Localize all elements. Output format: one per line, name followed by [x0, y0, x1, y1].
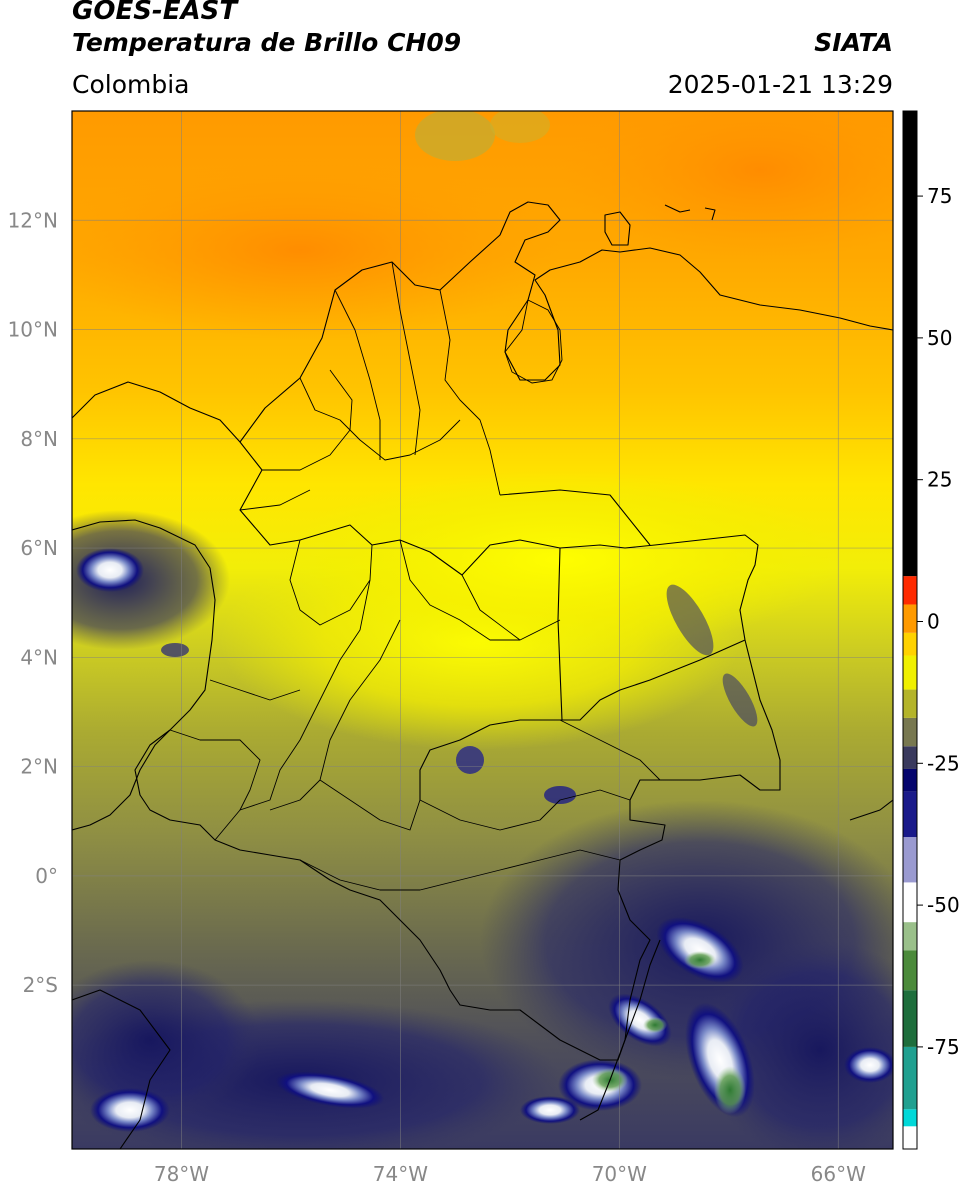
product-title: Temperatura de Brillo CH09: [72, 28, 462, 57]
colorbar-segment: [903, 791, 917, 838]
colorbar-segment: [903, 768, 917, 792]
colorbar-segment: [903, 746, 917, 769]
datetime-label: 2025-01-21 13:29: [667, 70, 893, 99]
satellite-title: GOES-EAST: [72, 0, 238, 26]
caribbean-coastline: [72, 201, 893, 443]
department-border: [214, 579, 371, 841]
x-axis-ticks: 78°W 74°W 70°W 66°W: [154, 1162, 866, 1186]
y-tick-label: 12°N: [8, 208, 58, 232]
department-border: [169, 729, 261, 811]
colorbar-segment: [903, 1126, 917, 1149]
x-tick-label: 78°W: [154, 1162, 209, 1186]
colorbar-segment: [903, 717, 917, 747]
y-tick-label: 10°N: [8, 318, 58, 342]
colorbar-segment: [903, 990, 917, 1047]
colorbar-tick-label: -75: [927, 1035, 960, 1059]
colorbar-segment: [903, 604, 917, 633]
y-axis-ticks: 12°N 10°N 8°N 6°N 4°N 2°N 0° 2°S: [8, 208, 58, 997]
source-label: SIATA: [814, 28, 893, 57]
colorbar-frame: [902, 110, 918, 1150]
pacific-coastline: [72, 519, 216, 831]
colorbar-tick-label: -25: [927, 751, 960, 775]
department-border: [334, 289, 381, 460]
department-border: [262, 369, 353, 471]
colorbar-segment: [903, 922, 917, 951]
country-borders: [72, 201, 893, 1149]
colorbar-segment: [903, 111, 917, 577]
colorbar-segment: [903, 882, 917, 923]
colorbar-tick-label: 75: [927, 184, 952, 208]
department-border: [419, 789, 631, 831]
department-border: [299, 377, 461, 461]
department-border: [299, 849, 621, 891]
y-tick-label: 6°N: [20, 536, 58, 560]
brightness-temperature-field: [72, 111, 893, 1149]
department-border: [559, 719, 661, 781]
department-border: [269, 619, 401, 811]
colorbar-segment: [903, 655, 917, 690]
y-tick-label: 8°N: [20, 427, 58, 451]
graticule: [72, 111, 893, 1149]
department-borders: [169, 261, 661, 891]
colorbar-tick-label: 0: [927, 609, 940, 633]
venezuela-interior-boundary: [557, 547, 563, 721]
department-border: [239, 489, 311, 511]
brazil-peru-boundary: [849, 799, 893, 821]
lake-maracaibo: [504, 299, 563, 384]
colorbar-segment: [903, 1109, 917, 1127]
department-border: [461, 574, 521, 641]
department-border: [209, 679, 301, 701]
small-island: [664, 204, 691, 213]
x-tick-label: 66°W: [811, 1162, 866, 1186]
colorbar-segment: [903, 837, 917, 883]
orinoco-boundary: [499, 489, 651, 546]
department-border: [391, 261, 421, 456]
small-island: [704, 207, 716, 221]
colorbar-tick-label: 50: [927, 326, 952, 350]
colorbar-tick-label: 25: [927, 468, 952, 492]
colorbar-segment: [903, 1046, 917, 1110]
department-border: [439, 289, 501, 496]
map-frame: [71, 110, 894, 1150]
colorbar-segment: [903, 689, 917, 718]
y-tick-label: 2°N: [20, 755, 58, 779]
colorbar-tick-label: -50: [927, 893, 960, 917]
x-tick-label: 70°W: [592, 1162, 647, 1186]
y-tick-label: 2°S: [23, 973, 58, 997]
colorbar-segment: [903, 632, 917, 656]
colorbar-segment: [903, 950, 917, 991]
peru-brazil-border: [579, 939, 661, 1121]
aruba-island: [604, 211, 631, 246]
x-tick-label: 74°W: [373, 1162, 428, 1186]
y-tick-label: 0°: [35, 864, 58, 888]
colorbar: 75 50 25 0 -25 -50 -75: [902, 110, 960, 1150]
colorbar-segment: [903, 576, 917, 605]
region-label: Colombia: [72, 70, 190, 99]
y-tick-label: 4°N: [20, 645, 58, 669]
ecuador-peru-border: [72, 989, 171, 1149]
department-border: [319, 779, 421, 831]
colombia-border: [134, 441, 781, 1061]
